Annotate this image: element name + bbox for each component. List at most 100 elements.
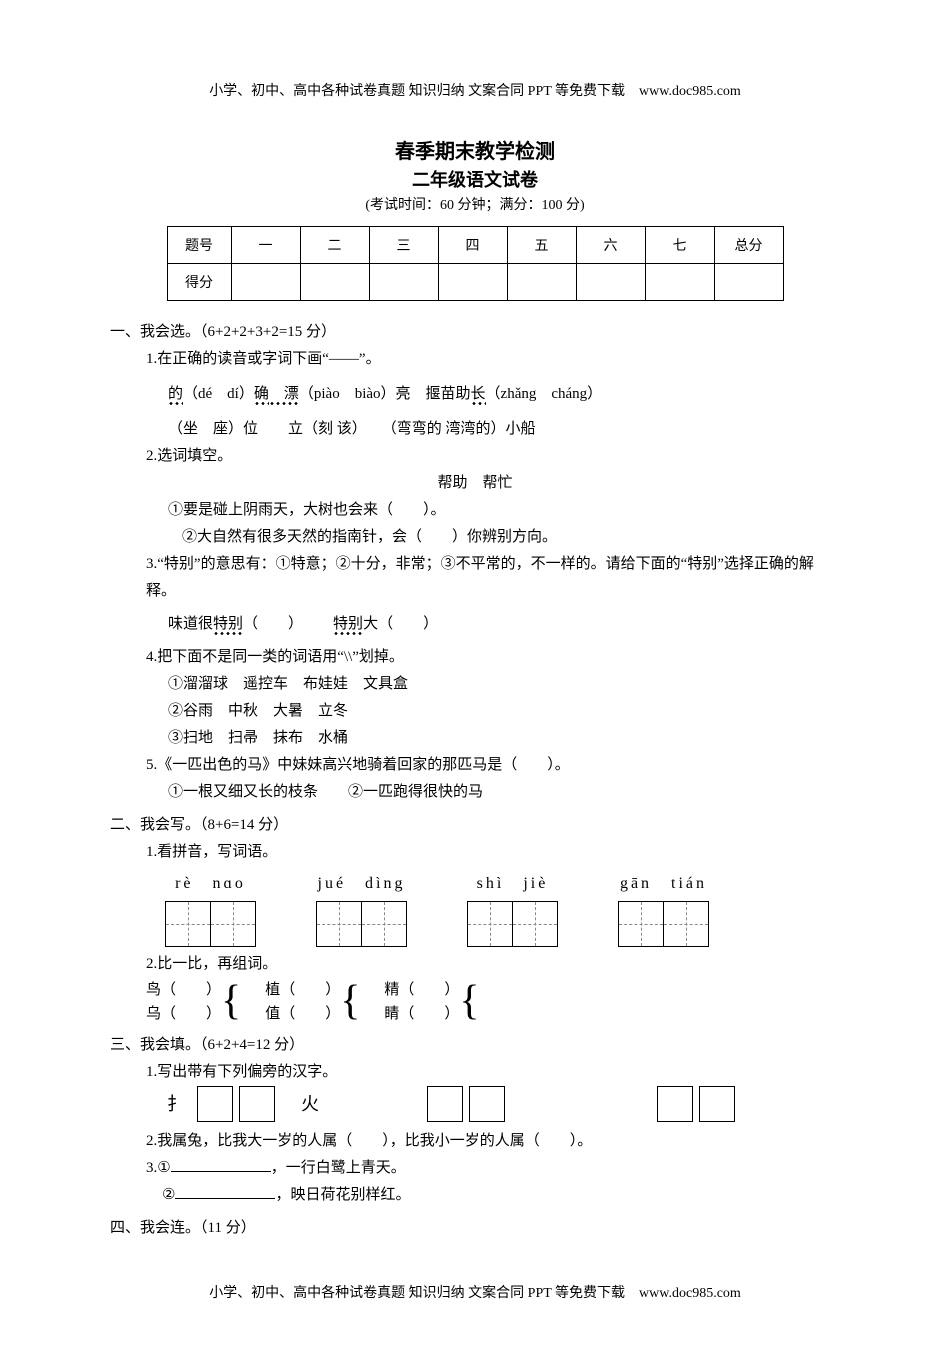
cell: 得分 <box>167 264 231 301</box>
fill-blank[interactable] <box>175 1183 275 1199</box>
brace-icon: { <box>340 985 360 1019</box>
char-box[interactable] <box>316 901 362 947</box>
pinyin-box-row: rè nɑo jué dìng shì jiè <box>165 870 840 947</box>
dotted-word: 特别 <box>333 616 363 632</box>
cell[interactable] <box>300 264 369 301</box>
radical-label: 火 <box>299 1088 321 1120</box>
q3-1: 1.写出带有下列偏旁的汉字。 <box>146 1059 840 1086</box>
brace-icon: { <box>221 985 241 1019</box>
answer-box[interactable] <box>469 1086 505 1122</box>
q1-5-opts: ①一根又细又长的枝条 ②一匹跑得很快的马 <box>168 779 840 806</box>
header-note: 小学、初中、高中各种试卷真题 知识归纳 文案合同 PPT 等免费下载 www.d… <box>110 80 840 100</box>
section-3: 三、我会填。（6+2+4=12 分） 1.写出带有下列偏旁的汉字。 扌 火 2.… <box>110 1032 840 1209</box>
q1-1-line2: （坐 座）位 立（刻 该） （弯弯的 湾湾的）小船 <box>168 416 840 443</box>
table-row: 得分 <box>167 264 783 301</box>
cell: 题号 <box>167 227 231 264</box>
q1-3-line: 味道很特别（ ） 特别大（ ） <box>168 611 840 638</box>
char-box-row <box>316 901 407 947</box>
cell[interactable] <box>714 264 783 301</box>
answer-box[interactable] <box>427 1086 463 1122</box>
dotted-word: 特别 <box>213 616 243 632</box>
char-box[interactable] <box>361 901 407 947</box>
cell[interactable] <box>438 264 507 301</box>
q1-2-words: 帮助 帮忙 <box>110 470 840 497</box>
cell[interactable] <box>576 264 645 301</box>
text: 睛（ ） <box>384 1002 459 1026</box>
dotted-word: 漂 <box>269 386 299 402</box>
answer-box[interactable] <box>197 1086 233 1122</box>
cell: 四 <box>438 227 507 264</box>
q1-5: 5.《一匹出色的马》中妹妹高兴地骑着回家的那匹马是（ ）。 <box>146 752 840 779</box>
table-row: 题号 一 二 三 四 五 六 七 总分 <box>167 227 783 264</box>
text: （piào biào）亮 揠苗助 <box>299 386 471 402</box>
cell: 一 <box>231 227 300 264</box>
pinyin-group: gān tián <box>618 870 709 947</box>
section-2: 二、我会写。（8+6=14 分） 1.看拼音，写词语。 rè nɑo jué d… <box>110 812 840 1026</box>
cell: 三 <box>369 227 438 264</box>
answer-box[interactable] <box>657 1086 693 1122</box>
char-box[interactable] <box>467 901 513 947</box>
score-table: 题号 一 二 三 四 五 六 七 总分 得分 <box>167 226 784 301</box>
char-box[interactable] <box>512 901 558 947</box>
text: 值（ ） <box>265 1002 340 1026</box>
text: 3.① <box>146 1160 171 1176</box>
cell[interactable] <box>369 264 438 301</box>
exam-subtitle: (考试时间：60 分钟；满分：100 分) <box>110 194 840 214</box>
dotted-word: 的 <box>168 386 183 402</box>
text: ，映日荷花别样红。 <box>275 1187 410 1203</box>
section-heading: 一、我会选。（6+2+2+3+2=15 分） <box>110 319 840 346</box>
text: ，一行白鹭上青天。 <box>271 1160 406 1176</box>
q1-2-2: ②大自然有很多天然的指南针，会（ ）你辨别方向。 <box>182 524 840 551</box>
cell[interactable] <box>231 264 300 301</box>
pair-col: 鸟（ ） 乌（ ） <box>146 978 221 1026</box>
text: （dé dí） <box>183 386 254 402</box>
pinyin-label: jué dìng <box>318 870 406 899</box>
pinyin-label: shì jiè <box>477 870 549 899</box>
section-4: 四、我会连。（11 分） <box>110 1215 840 1242</box>
pair: 精（ ） 睛（ ） { <box>384 978 475 1026</box>
cell: 二 <box>300 227 369 264</box>
answer-box[interactable] <box>699 1086 735 1122</box>
fill-blank[interactable] <box>171 1156 271 1172</box>
text: （ ） <box>243 616 303 632</box>
dotted-word: 确 <box>254 386 269 402</box>
pair: 鸟（ ） 乌（ ） { <box>146 978 237 1026</box>
char-box-row <box>165 901 256 947</box>
pinyin-label: rè nɑo <box>175 870 246 899</box>
char-box[interactable] <box>663 901 709 947</box>
text: （zhǎng cháng） <box>486 386 603 402</box>
q1-2: 2.选词填空。 <box>146 443 840 470</box>
q3-3a: 3.① ，一行白鹭上青天。 <box>146 1155 840 1182</box>
char-box-row <box>618 901 709 947</box>
q1-1: 1.在正确的读音或字词下画“——”。 <box>146 346 840 373</box>
char-box-row <box>467 901 558 947</box>
text: 乌（ ） <box>146 1002 221 1026</box>
radical-label: 扌 <box>165 1088 187 1120</box>
text: 植（ ） <box>265 978 340 1002</box>
cell[interactable] <box>645 264 714 301</box>
exam-title-1: 春季期末教学检测 <box>110 135 840 164</box>
cell: 七 <box>645 227 714 264</box>
char-box[interactable] <box>210 901 256 947</box>
section-heading: 四、我会连。（11 分） <box>110 1215 840 1242</box>
q2-1: 1.看拼音，写词语。 <box>146 839 840 866</box>
q1-1-line1: 的（dé dí）确 漂（piào biào）亮 揠苗助长（zhǎng cháng… <box>168 381 840 408</box>
answer-box[interactable] <box>239 1086 275 1122</box>
q3-3b: ②，映日荷花别样红。 <box>162 1182 840 1209</box>
cell[interactable] <box>507 264 576 301</box>
char-box[interactable] <box>165 901 211 947</box>
text: 味道很 <box>168 616 213 632</box>
footer-note: 小学、初中、高中各种试卷真题 知识归纳 文案合同 PPT 等免费下载 www.d… <box>110 1282 840 1302</box>
section-heading: 三、我会填。（6+2+4=12 分） <box>110 1032 840 1059</box>
pinyin-label: gān tián <box>620 870 707 899</box>
q1-4-1: ①溜溜球 遥控车 布娃娃 文具盒 <box>168 671 840 698</box>
cell: 六 <box>576 227 645 264</box>
char-box[interactable] <box>618 901 664 947</box>
q2-2: 2.比一比，再组词。 <box>146 951 840 978</box>
pair-col: 精（ ） 睛（ ） <box>384 978 459 1026</box>
compare-row: 鸟（ ） 乌（ ） { 植（ ） 值（ ） { 精（ ） 睛（ ） { <box>146 978 840 1026</box>
q1-4-2: ②谷雨 中秋 大暑 立冬 <box>168 698 840 725</box>
radical-row: 扌 火 <box>165 1086 840 1122</box>
cell: 五 <box>507 227 576 264</box>
brace-icon: { <box>459 985 479 1019</box>
